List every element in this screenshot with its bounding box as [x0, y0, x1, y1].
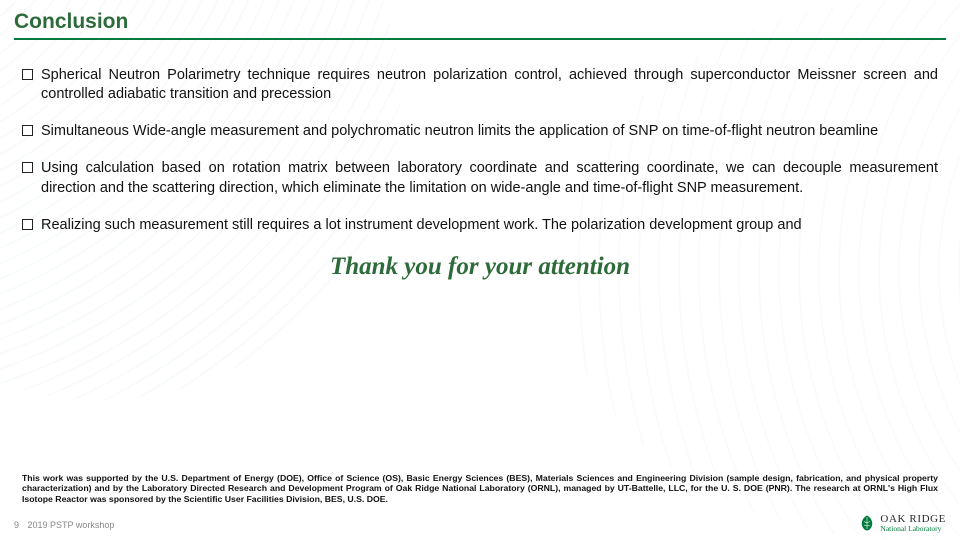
bullet-square-icon — [22, 125, 33, 136]
bullet-item: Simultaneous Wide-angle measurement and … — [22, 122, 938, 141]
bullet-text: Spherical Neutron Polarimetry technique … — [41, 66, 938, 104]
bullet-text: Realizing such measurement still require… — [41, 216, 802, 235]
funding-acknowledgement: This work was supported by the U.S. Depa… — [22, 473, 938, 504]
bullet-item: Spherical Neutron Polarimetry technique … — [22, 66, 938, 104]
bullet-text: Simultaneous Wide-angle measurement and … — [41, 122, 878, 141]
bullet-item: Realizing such measurement still require… — [22, 216, 938, 235]
bullet-square-icon — [22, 219, 33, 230]
oak-leaf-icon — [858, 514, 876, 532]
slide-footer: 9 2019 PSTP workshop — [14, 520, 114, 530]
thank-you-text: Thank you for your attention — [0, 253, 960, 281]
page-number: 9 — [14, 520, 19, 530]
title-underline — [14, 38, 946, 40]
ornl-logo: OAK RIDGE National Laboratory — [858, 514, 946, 533]
bullet-square-icon — [22, 162, 33, 173]
event-name: 2019 PSTP workshop — [28, 520, 115, 530]
bullet-text: Using calculation based on rotation matr… — [41, 159, 938, 197]
title-bar: Conclusion — [0, 0, 960, 46]
page-title: Conclusion — [14, 10, 946, 34]
logo-text: OAK RIDGE National Laboratory — [880, 514, 946, 533]
bullet-square-icon — [22, 69, 33, 80]
logo-text-bottom: National Laboratory — [880, 525, 946, 533]
bullet-list: Spherical Neutron Polarimetry technique … — [0, 46, 960, 235]
bullet-item: Using calculation based on rotation matr… — [22, 159, 938, 197]
logo-text-top: OAK RIDGE — [880, 514, 946, 525]
